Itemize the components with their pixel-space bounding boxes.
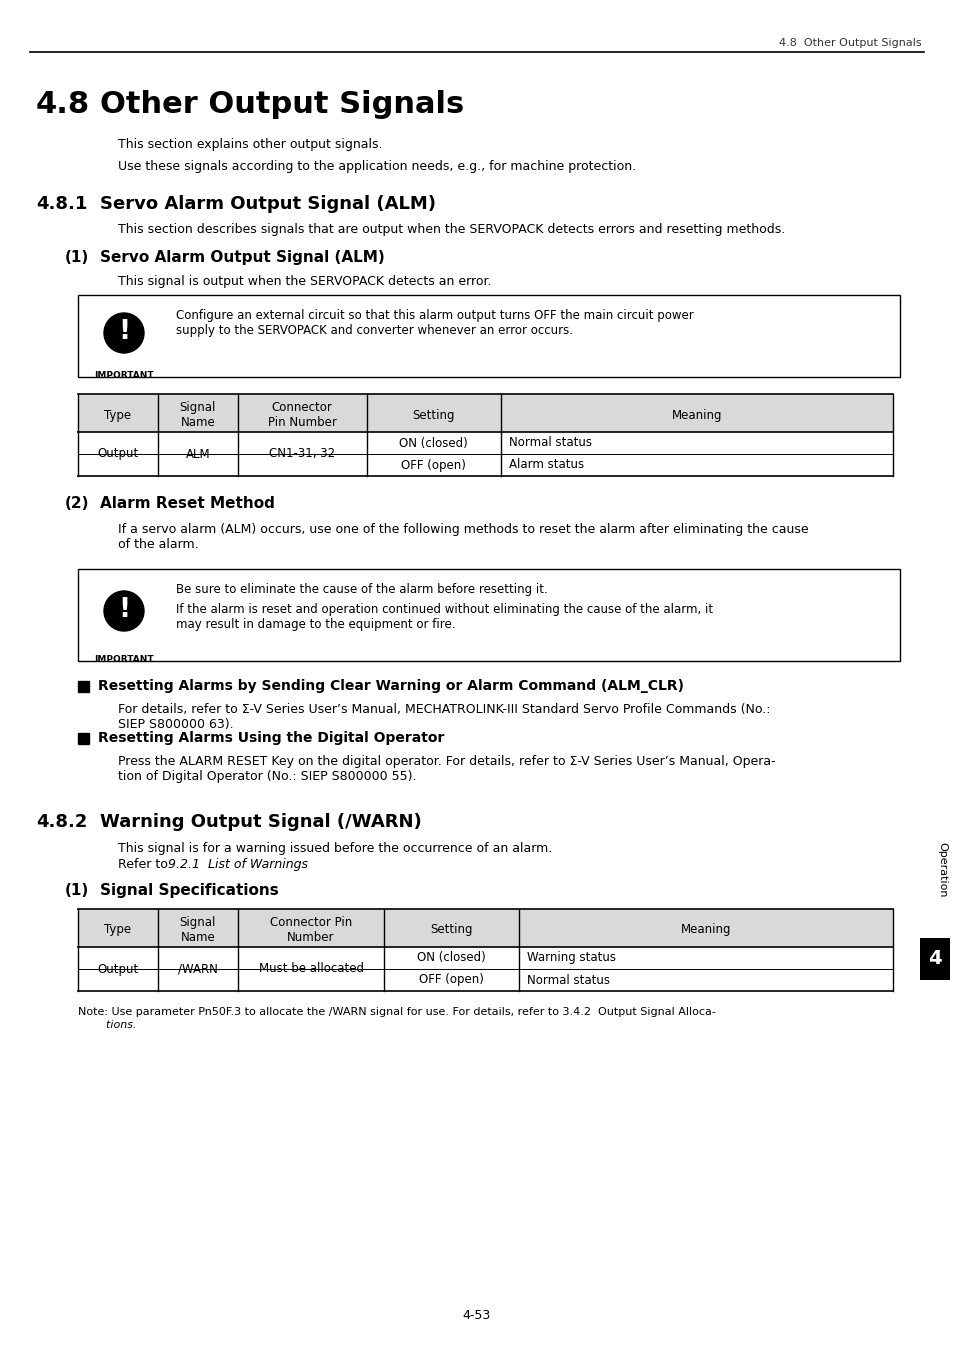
Text: If a servo alarm (ALM) occurs, use one of the following methods to reset the ala: If a servo alarm (ALM) occurs, use one o… bbox=[118, 522, 808, 551]
Text: Alarm Reset Method: Alarm Reset Method bbox=[100, 495, 274, 512]
Text: 4.8.2: 4.8.2 bbox=[36, 813, 88, 832]
Circle shape bbox=[104, 313, 144, 352]
Text: Meaning: Meaning bbox=[680, 923, 730, 937]
Text: Normal status: Normal status bbox=[509, 436, 592, 450]
Text: Output: Output bbox=[97, 447, 138, 460]
Text: This section explains other output signals.: This section explains other output signa… bbox=[118, 138, 382, 151]
Text: Resetting Alarms by Sending Clear Warning or Alarm Command (ALM_CLR): Resetting Alarms by Sending Clear Warnin… bbox=[98, 679, 683, 693]
Text: Output: Output bbox=[97, 963, 138, 976]
Text: For details, refer to Σ-V Series User’s Manual, MECHATROLINK-III Standard Servo : For details, refer to Σ-V Series User’s … bbox=[118, 703, 770, 730]
Text: /WARN: /WARN bbox=[177, 963, 217, 976]
Text: IMPORTANT: IMPORTANT bbox=[94, 371, 153, 379]
Text: Signal Specifications: Signal Specifications bbox=[100, 883, 278, 898]
Text: 4: 4 bbox=[927, 949, 941, 968]
Bar bbox=[78, 394, 892, 432]
Text: 9.2.1  List of Warnings: 9.2.1 List of Warnings bbox=[168, 859, 308, 871]
Text: 4.8: 4.8 bbox=[36, 90, 90, 119]
Text: IMPORTANT: IMPORTANT bbox=[94, 655, 153, 664]
Text: !: ! bbox=[118, 319, 130, 346]
Text: .: . bbox=[273, 859, 276, 871]
Text: Signal
Name: Signal Name bbox=[179, 917, 215, 944]
Bar bbox=[78, 296, 899, 377]
Text: Refer to: Refer to bbox=[118, 859, 172, 871]
Text: Must be allocated: Must be allocated bbox=[258, 963, 363, 976]
Text: Operation: Operation bbox=[936, 842, 946, 898]
Text: Setting: Setting bbox=[412, 409, 455, 421]
Bar bbox=[78, 909, 892, 946]
Text: Use these signals according to the application needs, e.g., for machine protecti: Use these signals according to the appli… bbox=[118, 161, 636, 173]
Text: Setting: Setting bbox=[430, 923, 473, 937]
Text: ALM: ALM bbox=[185, 447, 210, 460]
Text: Note: Use parameter Pn50F.3 to allocate the /WARN signal for use. For details, r: Note: Use parameter Pn50F.3 to allocate … bbox=[78, 1007, 715, 1017]
Text: Type: Type bbox=[104, 409, 132, 421]
Text: This section describes signals that are output when the SERVOPACK detects errors: This section describes signals that are … bbox=[118, 223, 784, 236]
Text: ON (closed): ON (closed) bbox=[416, 952, 485, 964]
Text: CN1-31, 32: CN1-31, 32 bbox=[269, 447, 335, 460]
Text: Warning status: Warning status bbox=[526, 952, 616, 964]
Bar bbox=[78, 680, 89, 693]
Text: !: ! bbox=[118, 597, 130, 622]
Text: This signal is for a warning issued before the occurrence of an alarm.: This signal is for a warning issued befo… bbox=[118, 842, 552, 855]
Text: 4.8  Other Output Signals: 4.8 Other Output Signals bbox=[779, 38, 921, 49]
Bar bbox=[919, 938, 949, 980]
Text: Resetting Alarms Using the Digital Operator: Resetting Alarms Using the Digital Opera… bbox=[98, 730, 444, 745]
Bar bbox=[78, 568, 899, 662]
Text: OFF (open): OFF (open) bbox=[418, 973, 483, 987]
Text: Meaning: Meaning bbox=[671, 409, 721, 421]
Text: Connector Pin
Number: Connector Pin Number bbox=[270, 917, 352, 944]
Text: Signal
Name: Signal Name bbox=[179, 401, 215, 429]
Text: Other Output Signals: Other Output Signals bbox=[100, 90, 464, 119]
Circle shape bbox=[104, 591, 144, 630]
Text: Type: Type bbox=[104, 923, 132, 937]
Text: This signal is output when the SERVOPACK detects an error.: This signal is output when the SERVOPACK… bbox=[118, 275, 491, 288]
Text: Configure an external circuit so that this alarm output turns OFF the main circu: Configure an external circuit so that th… bbox=[175, 309, 693, 338]
Text: If the alarm is reset and operation continued without eliminating the cause of t: If the alarm is reset and operation cont… bbox=[175, 603, 713, 630]
Text: (1): (1) bbox=[65, 250, 90, 265]
Text: 4-53: 4-53 bbox=[462, 1310, 491, 1322]
Text: tions.: tions. bbox=[78, 1021, 136, 1030]
Bar bbox=[78, 733, 89, 744]
Text: (1): (1) bbox=[65, 883, 90, 898]
Text: Warning Output Signal (/WARN): Warning Output Signal (/WARN) bbox=[100, 813, 421, 832]
Text: Connector
Pin Number: Connector Pin Number bbox=[268, 401, 336, 429]
Text: Servo Alarm Output Signal (ALM): Servo Alarm Output Signal (ALM) bbox=[100, 250, 384, 265]
Text: Normal status: Normal status bbox=[526, 973, 609, 987]
Text: Servo Alarm Output Signal (ALM): Servo Alarm Output Signal (ALM) bbox=[100, 194, 436, 213]
Text: ON (closed): ON (closed) bbox=[399, 436, 468, 450]
Text: (2): (2) bbox=[65, 495, 90, 512]
Text: Be sure to eliminate the cause of the alarm before resetting it.: Be sure to eliminate the cause of the al… bbox=[175, 583, 547, 595]
Text: 4.8.1: 4.8.1 bbox=[36, 194, 88, 213]
Text: Alarm status: Alarm status bbox=[509, 459, 583, 471]
Text: OFF (open): OFF (open) bbox=[401, 459, 466, 471]
Text: Press the ALARM RESET Key on the digital operator. For details, refer to Σ-V Ser: Press the ALARM RESET Key on the digital… bbox=[118, 755, 775, 783]
